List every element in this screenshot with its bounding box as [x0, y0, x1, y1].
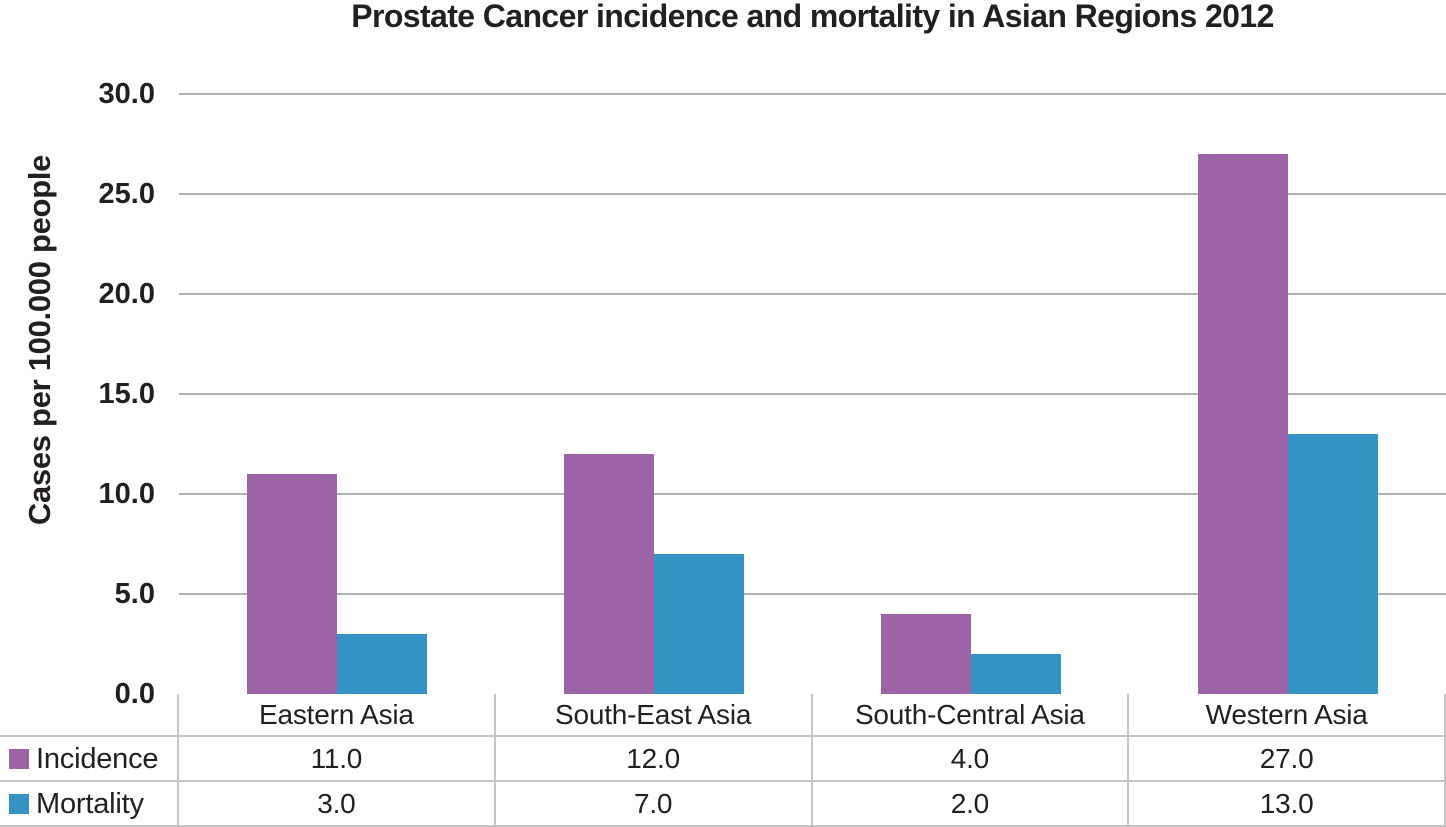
incidence-bar [247, 474, 338, 694]
y-tick-label: 30.0 [98, 78, 155, 110]
y-tick-label: 15.0 [98, 378, 155, 410]
value-cell: 13.0 [1129, 782, 1446, 827]
value-cell: 11.0 [179, 737, 496, 782]
mortality-bar [1287, 434, 1378, 694]
mortality-bar [654, 554, 745, 694]
y-axis-title: Cases per 100.000 people [22, 154, 57, 526]
category-header-cell: South-East Asia [495, 694, 813, 737]
mortality-legend-cell: Mortality [0, 782, 179, 827]
legend-label: Mortality [36, 787, 144, 820]
table-corner-spacer [0, 694, 179, 737]
legend-label: Incidence [36, 742, 159, 775]
gridline [179, 193, 1446, 195]
mortality-legend-swatch [9, 793, 29, 814]
value-cell: 2.0 [812, 782, 1130, 827]
value-cell: 4.0 [812, 737, 1130, 782]
category-header-cell: South-Central Asia [812, 694, 1130, 737]
gridline [179, 493, 1446, 495]
gridline [179, 293, 1446, 295]
y-tick-label: 10.0 [98, 478, 155, 510]
gridline [179, 93, 1446, 95]
value-cell: 3.0 [179, 782, 496, 827]
incidence-legend-swatch [9, 748, 29, 769]
value-cell: 27.0 [1129, 737, 1446, 782]
category-header-cell: Eastern Asia [179, 694, 496, 737]
y-tick-label: 25.0 [98, 178, 155, 210]
mortality-bar [337, 634, 428, 694]
incidence-legend-cell: Incidence [0, 737, 179, 782]
chart-title: Prostate Cancer incidence and mortality … [351, 0, 1274, 34]
mortality-bar [970, 654, 1061, 694]
category-header-cell: Western Asia [1129, 694, 1446, 737]
incidence-bar [564, 454, 655, 694]
gridline [179, 593, 1446, 595]
value-cell: 7.0 [495, 782, 813, 827]
y-tick-label: 0.0 [114, 678, 155, 710]
y-tick-label: 5.0 [114, 578, 155, 610]
y-tick-label: 20.0 [98, 278, 155, 310]
incidence-bar [1197, 154, 1288, 694]
value-cell: 12.0 [495, 737, 813, 782]
gridline [179, 393, 1446, 395]
incidence-bar [880, 614, 971, 694]
